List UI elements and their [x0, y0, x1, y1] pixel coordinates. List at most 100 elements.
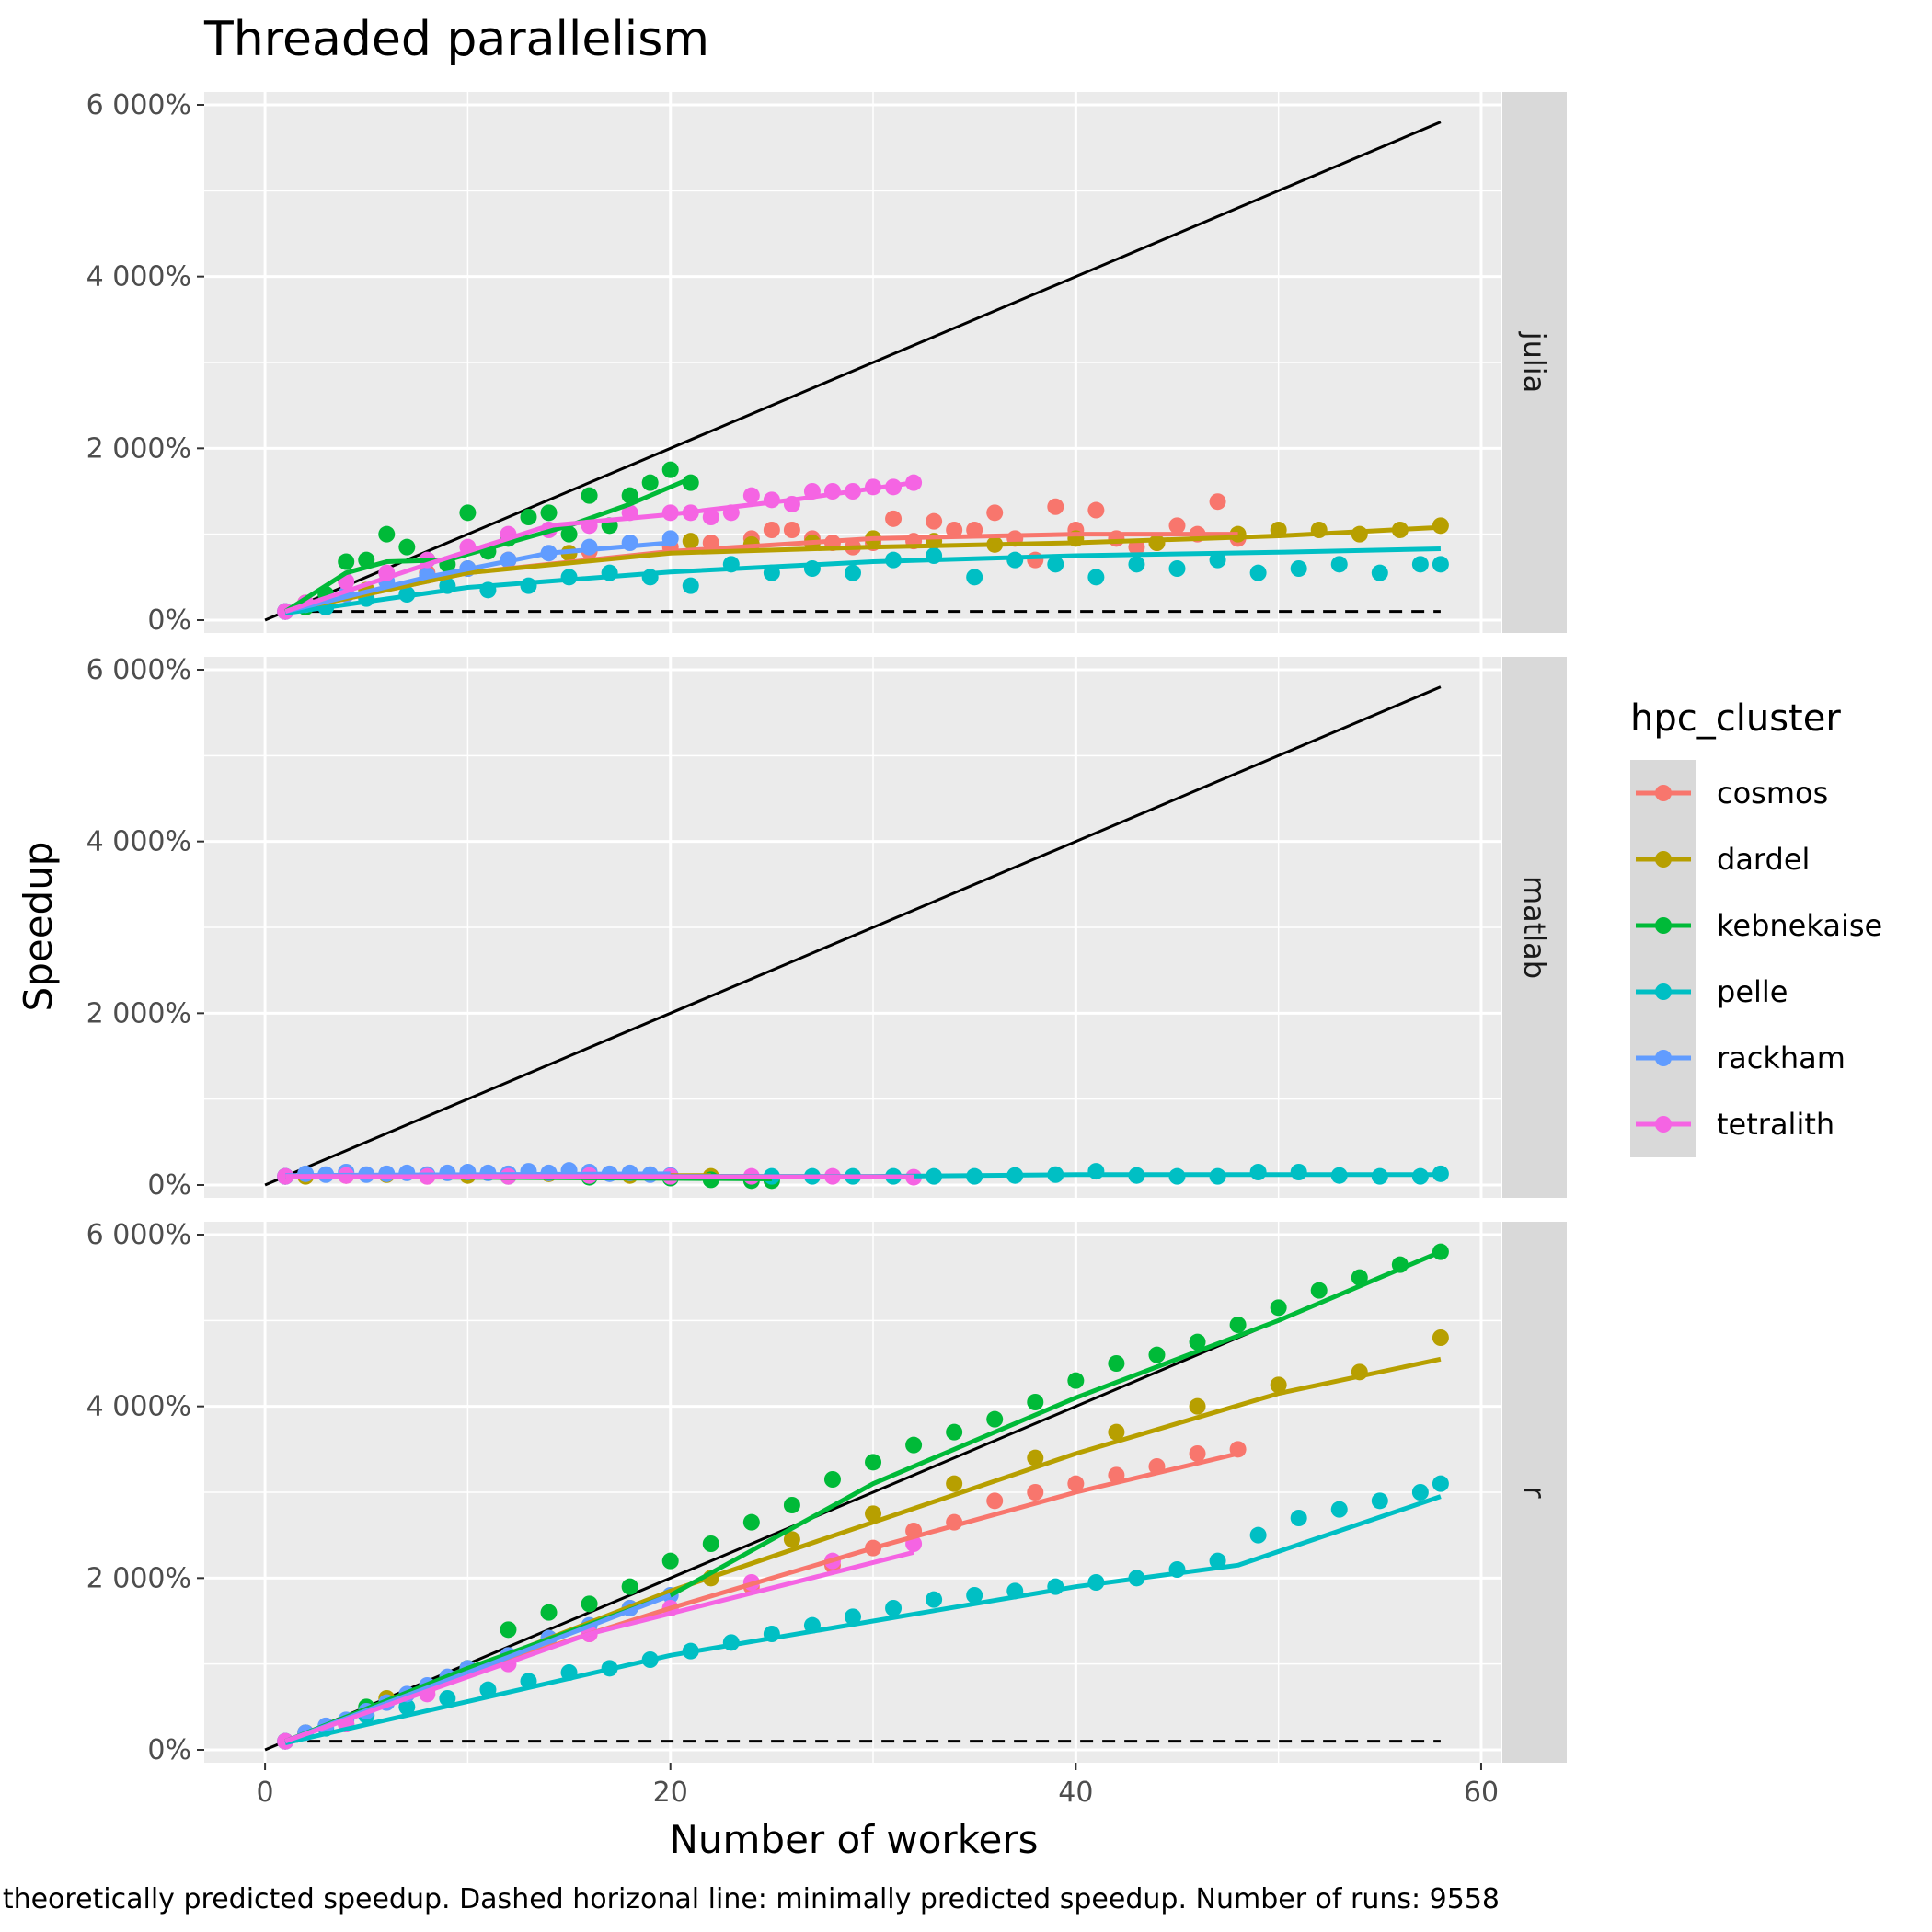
fit-line-kebnekaise — [283, 476, 692, 614]
legend-item-tetralith: tetralith — [1630, 1091, 1834, 1157]
y-tick-label: 2 000% — [86, 1562, 191, 1594]
facet-strip-label: r — [1517, 1486, 1552, 1499]
legend-key-point — [1655, 851, 1672, 868]
point-kebnekaise — [905, 1436, 923, 1454]
x-tick-label: 40 — [1058, 1777, 1093, 1809]
point-cosmos — [885, 510, 903, 527]
facet-strip — [1502, 1222, 1567, 1763]
x-tick-label: 0 — [257, 1777, 274, 1809]
y-tick-label: 0% — [147, 1169, 191, 1202]
point-kebnekaise — [398, 538, 416, 556]
panel-data — [264, 1243, 1449, 1752]
point-kebnekaise — [946, 1423, 963, 1441]
point-kebnekaise — [459, 504, 477, 522]
point-dardel — [1432, 1329, 1449, 1346]
point-pelle — [1128, 556, 1145, 573]
fit-line-pelle — [284, 546, 1441, 616]
legend-item-pelle: pelle — [1630, 959, 1788, 1025]
point-dardel — [1108, 1423, 1125, 1441]
facet-strip-label: matlab — [1517, 876, 1552, 979]
point-tetralith — [742, 487, 760, 504]
point-cosmos — [1047, 498, 1064, 515]
point-pelle — [1290, 1164, 1307, 1180]
point-pelle — [1432, 556, 1449, 573]
y-tick-label: 0% — [147, 604, 191, 637]
point-pelle — [1249, 1526, 1267, 1544]
point-kebnekaise — [1270, 1299, 1287, 1317]
legend-item-kebnekaise: kebnekaise — [1630, 892, 1882, 959]
point-pelle — [439, 1690, 456, 1707]
point-kebnekaise — [742, 1513, 760, 1531]
chart-caption: Diagonal line: theoretically predicted s… — [0, 1883, 1500, 1915]
legend-label: tetralith — [1717, 1107, 1834, 1142]
point-cosmos — [763, 522, 780, 538]
y-tick-label: 6 000% — [86, 654, 191, 686]
point-kebnekaise — [1067, 1372, 1085, 1389]
y-tick-label: 6 000% — [86, 1219, 191, 1251]
point-pelle — [1371, 1492, 1388, 1510]
point-kebnekaise — [783, 1497, 800, 1513]
point-cosmos — [1027, 1484, 1044, 1501]
point-dardel — [946, 1475, 963, 1492]
point-kebnekaise — [338, 553, 355, 570]
x-tick-label: 60 — [1464, 1777, 1499, 1809]
point-dardel — [1148, 535, 1166, 551]
point-pelle — [885, 1600, 903, 1616]
x-axis: 0 20 40 60 — [257, 1763, 1499, 1809]
point-kebnekaise — [581, 1595, 598, 1613]
facet-strip — [1502, 92, 1567, 633]
panel-data — [264, 121, 1449, 622]
diagonal-reference-line — [264, 685, 1442, 1187]
point-cosmos — [986, 504, 1004, 522]
legend-label: dardel — [1717, 842, 1810, 877]
fit-line-pelle — [284, 1494, 1442, 1745]
point-kebnekaise — [1108, 1355, 1125, 1372]
point-cosmos — [986, 1492, 1004, 1510]
point-dardel — [682, 533, 699, 550]
point-dardel — [783, 1531, 800, 1548]
point-pelle — [520, 577, 537, 594]
legend-key-point — [1655, 785, 1672, 801]
point-cosmos — [926, 512, 943, 530]
fit-line-tetralith — [284, 480, 914, 615]
facet-strip — [1502, 657, 1567, 1198]
point-kebnekaise — [1229, 1317, 1247, 1333]
legend-label: kebnekaise — [1717, 908, 1882, 943]
x-tick-label: 20 — [653, 1777, 688, 1809]
legend-title: hpc_cluster — [1630, 697, 1841, 740]
point-pelle — [926, 1591, 943, 1608]
legend-key-point — [1655, 917, 1672, 934]
point-pelle — [1290, 560, 1307, 577]
point-pelle — [1330, 556, 1348, 573]
point-pelle — [1371, 564, 1388, 581]
point-kebnekaise — [823, 1471, 841, 1488]
point-kebnekaise — [1310, 1282, 1328, 1299]
point-pelle — [1411, 556, 1429, 573]
chart-title: Threaded parallelism — [203, 12, 709, 67]
point-cosmos — [1189, 1445, 1206, 1462]
legend-key-point — [1655, 983, 1672, 1000]
point-pelle — [1290, 1510, 1307, 1526]
point-kebnekaise — [865, 1454, 882, 1471]
fit-line-kebnekaise — [284, 1249, 1442, 1743]
point-kebnekaise — [520, 509, 537, 525]
point-cosmos — [946, 522, 963, 538]
y-tick-label: 2 000% — [86, 432, 191, 465]
y-tick-label: 4 000% — [86, 826, 191, 858]
facet-panel-julia: 0% 2 000% 4 000% 6 000% julia — [86, 89, 1567, 637]
point-kebnekaise — [641, 474, 659, 491]
point-pelle — [845, 564, 861, 581]
point-pelle — [1432, 1475, 1449, 1492]
point-kebnekaise — [1148, 1346, 1166, 1363]
fit-line-tetralith — [284, 1549, 914, 1744]
legend-key-point — [1655, 1116, 1672, 1133]
point-pelle — [1411, 1484, 1429, 1501]
point-cosmos — [1087, 501, 1105, 519]
facet-panels: 0% 2 000% 4 000% 6 000% julia 0% 2 000% 4 000% 6… — [86, 89, 1567, 1766]
point-pelle — [398, 1698, 416, 1716]
point-kebnekaise — [1189, 1333, 1206, 1351]
point-kebnekaise — [500, 1621, 517, 1639]
legend-item-rackham: rackham — [1630, 1025, 1846, 1091]
point-pelle — [1087, 1163, 1105, 1180]
